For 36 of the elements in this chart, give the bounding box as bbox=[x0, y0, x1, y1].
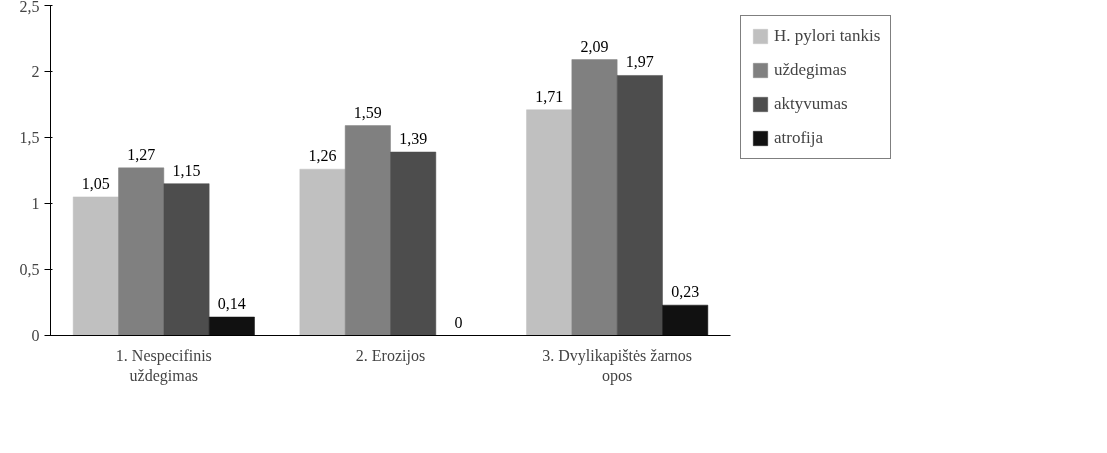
data-label: 1,27 bbox=[127, 145, 156, 163]
y-tick-label: 0 bbox=[31, 327, 40, 344]
bar bbox=[72, 196, 119, 336]
data-label: 1,26 bbox=[308, 147, 337, 165]
bar bbox=[118, 167, 165, 336]
bar bbox=[616, 75, 663, 336]
y-tick-label: 0,5 bbox=[19, 261, 40, 278]
data-label: 0 bbox=[454, 313, 463, 331]
bar bbox=[390, 151, 437, 336]
data-label: 1,39 bbox=[399, 130, 428, 148]
data-label: 1,97 bbox=[625, 53, 654, 71]
data-label: 1,15 bbox=[172, 161, 201, 179]
x-tick-label: 2. Erozijos bbox=[355, 346, 426, 365]
y-tick-label: 2,5 bbox=[19, 0, 40, 15]
data-label: 2,09 bbox=[580, 37, 609, 55]
y-tick-label: 2 bbox=[31, 63, 40, 80]
data-label: 0,23 bbox=[671, 283, 700, 301]
bar bbox=[299, 168, 346, 336]
legend-label: uždegimas bbox=[774, 60, 847, 80]
data-label: 1,05 bbox=[81, 174, 110, 192]
bar bbox=[344, 125, 391, 336]
y-tick-label: 1,5 bbox=[19, 129, 40, 146]
y-tick-label: 1 bbox=[31, 195, 40, 212]
bar bbox=[662, 304, 709, 336]
data-label: 1,59 bbox=[353, 103, 382, 121]
data-label: 1,71 bbox=[535, 87, 564, 105]
bar bbox=[208, 316, 255, 336]
bar bbox=[526, 109, 573, 336]
data-label: 0,14 bbox=[217, 295, 246, 313]
x-tick-label: 1. Nespecifinis uždegimas bbox=[115, 346, 212, 385]
legend-label: H. pylori tankis bbox=[774, 26, 881, 46]
bar bbox=[163, 183, 210, 336]
x-tick-label: 3. Dvylikapištės žarnos opos bbox=[542, 346, 693, 385]
legend-label: aktyvumas bbox=[774, 94, 848, 114]
bar bbox=[571, 59, 618, 336]
legend-label: atrofija bbox=[774, 128, 824, 148]
